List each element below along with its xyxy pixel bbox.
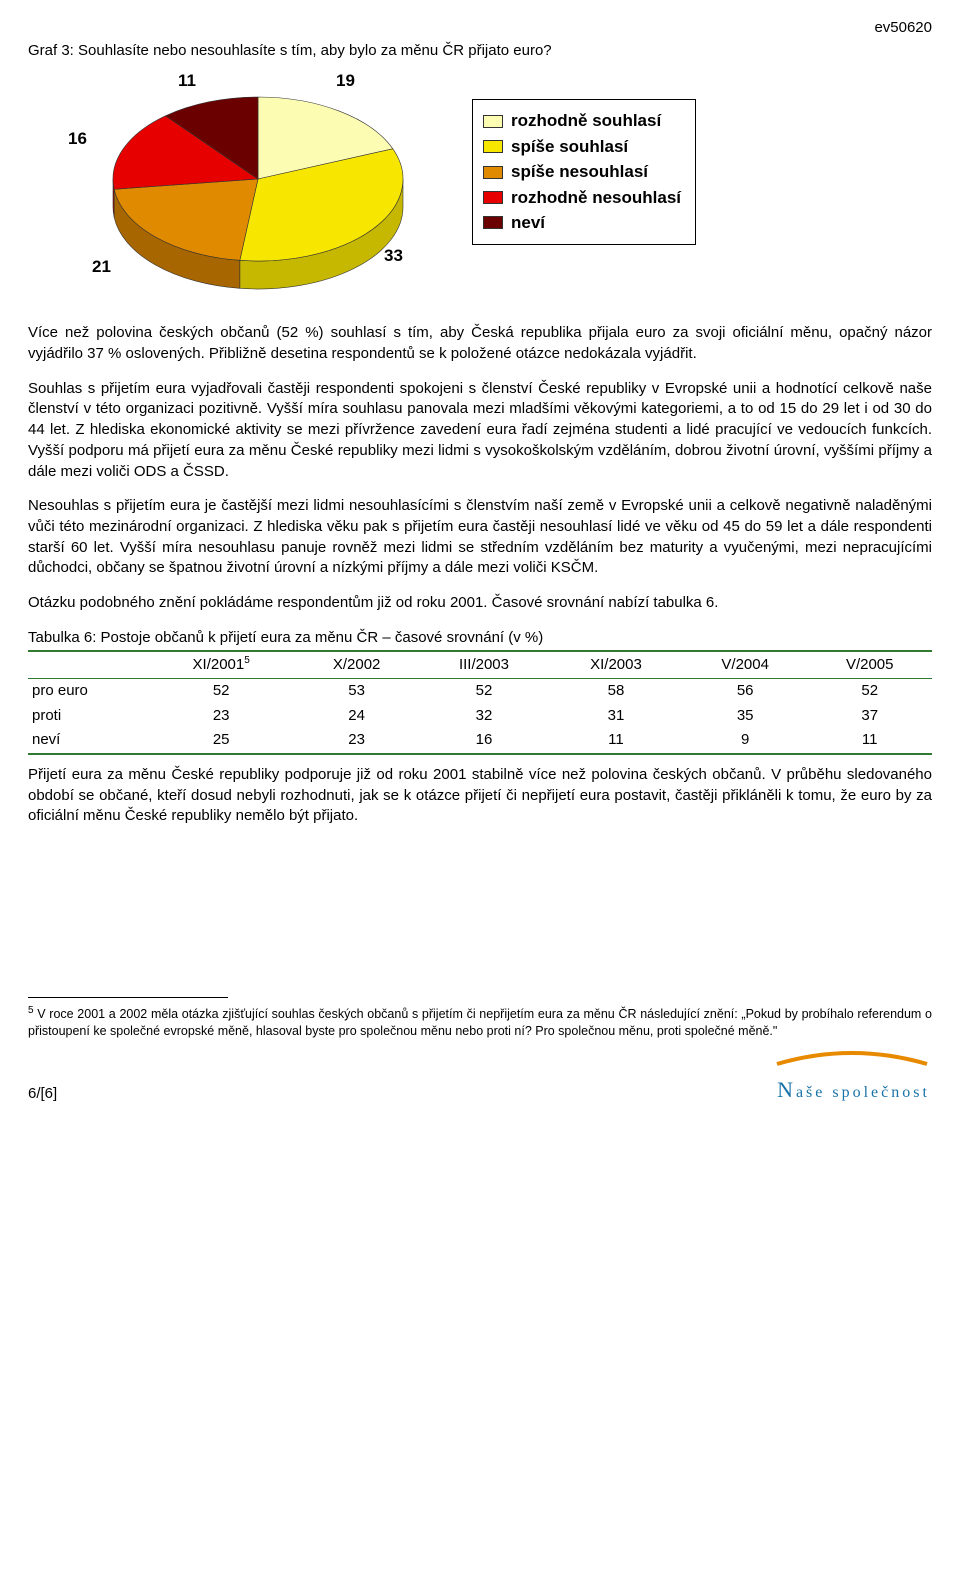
table-cell: 16 xyxy=(419,728,549,754)
legend-swatch xyxy=(483,216,503,229)
table-cell: 32 xyxy=(419,704,549,729)
paragraph-2: Souhlas s přijetím eura vyjadřovali čast… xyxy=(28,379,932,482)
table-cell: 56 xyxy=(683,679,808,704)
table-row: proti232432313537 xyxy=(28,704,932,729)
table-header: III/2003 xyxy=(419,651,549,678)
paragraph-3: Nesouhlas s přijetím eura je častější me… xyxy=(28,496,932,579)
logo-text: Naše společnost xyxy=(777,1084,927,1101)
table-header: XI/20015 xyxy=(148,651,294,678)
legend-label: rozhodně souhlasí xyxy=(511,109,661,132)
document-id: ev50620 xyxy=(28,18,932,39)
legend-label: rozhodně nesouhlasí xyxy=(511,186,681,209)
table-header: XI/2003 xyxy=(549,651,683,678)
footnote-separator xyxy=(28,997,228,998)
chart-title: Graf 3: Souhlasíte nebo nesouhlasíte s t… xyxy=(28,41,932,62)
legend-item: neví xyxy=(483,210,681,235)
table-header: V/2005 xyxy=(807,651,932,678)
table-row: pro euro525352585652 xyxy=(28,679,932,704)
table-cell: 24 xyxy=(294,704,419,729)
table-cell: 9 xyxy=(683,728,808,754)
table-cell: neví xyxy=(28,728,148,754)
logo: Naše společnost xyxy=(772,1048,932,1105)
table-cell: proti xyxy=(28,704,148,729)
pie-chart: 19 33 21 16 11 xyxy=(68,69,448,299)
legend-swatch xyxy=(483,140,503,153)
table-cell: 52 xyxy=(419,679,549,704)
pie-value-label: 16 xyxy=(68,127,87,150)
legend-swatch xyxy=(483,166,503,179)
footnote-text: V roce 2001 a 2002 měla otázka zjišťujíc… xyxy=(28,1007,932,1038)
table-cell: 31 xyxy=(549,704,683,729)
table-cell: 23 xyxy=(294,728,419,754)
pie-value-label: 21 xyxy=(92,255,111,278)
legend: rozhodně souhlasí spíše souhlasíspíše nes… xyxy=(472,99,696,244)
table-header: V/2004 xyxy=(683,651,808,678)
pie-chart-area: 19 33 21 16 11 rozhodně souhlasí spíše souhla… xyxy=(28,69,932,299)
legend-item: spíše souhlasí xyxy=(483,134,681,159)
table-cell: 11 xyxy=(549,728,683,754)
legend-label: neví xyxy=(511,211,545,234)
paragraph-4: Otázku podobného znění pokládáme respond… xyxy=(28,593,932,614)
legend-label: spíše nesouhlasí xyxy=(511,160,648,183)
pie-value-label: 11 xyxy=(178,69,196,92)
table-cell: 37 xyxy=(807,704,932,729)
logo-arc-icon xyxy=(772,1048,932,1068)
table-header: X/2002 xyxy=(294,651,419,678)
comparison-table: XI/20015X/2002III/2003XI/2003V/2004V/200… xyxy=(28,650,932,755)
footnote: 5 V roce 2001 a 2002 měla otázka zjišťuj… xyxy=(28,1004,932,1040)
legend-item: rozhodně souhlasí xyxy=(483,108,681,133)
legend-label: spíše souhlasí xyxy=(511,135,628,158)
page-number: 6/[6] xyxy=(28,1084,57,1105)
table-cell: 53 xyxy=(294,679,419,704)
table-cell: 58 xyxy=(549,679,683,704)
legend-swatch xyxy=(483,115,503,128)
table-cell: 23 xyxy=(148,704,294,729)
table-cell: 35 xyxy=(683,704,808,729)
pie-value-label: 33 xyxy=(384,244,403,267)
paragraph-1: Více než polovina českých občanů (52 %) … xyxy=(28,323,932,364)
legend-item: rozhodně nesouhlasí xyxy=(483,185,681,210)
legend-swatch xyxy=(483,191,503,204)
table-header xyxy=(28,651,148,678)
legend-item: spíše nesouhlasí xyxy=(483,159,681,184)
table-cell: 25 xyxy=(148,728,294,754)
paragraph-5: Přijetí eura za měnu České republiky pod… xyxy=(28,765,932,827)
table-title: Tabulka 6: Postoje občanů k přijetí eura… xyxy=(28,628,932,649)
table-cell: 11 xyxy=(807,728,932,754)
pie-value-label: 19 xyxy=(336,69,355,92)
table-cell: 52 xyxy=(807,679,932,704)
footer: 6/[6] Naše společnost xyxy=(28,1048,932,1105)
table-cell: 52 xyxy=(148,679,294,704)
table-cell: pro euro xyxy=(28,679,148,704)
table-row: neví25231611911 xyxy=(28,728,932,754)
